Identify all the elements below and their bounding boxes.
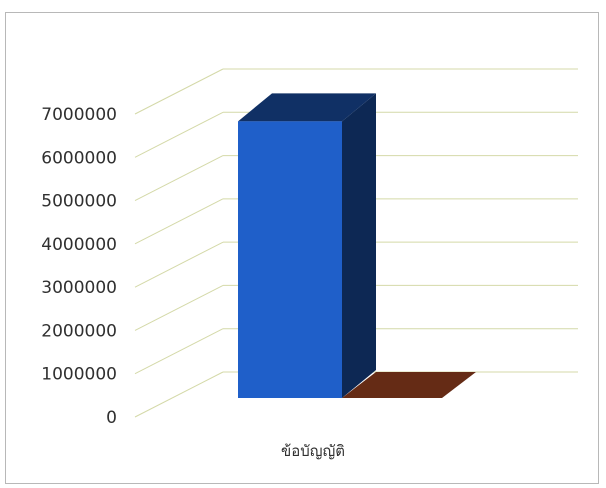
y-tick-label: 5000000: [41, 192, 117, 212]
y-tick-label: 2000000: [41, 321, 117, 341]
y-tick-label: 0: [106, 408, 117, 428]
gridline-diagonal: [134, 111, 224, 158]
gridline-diagonal: [134, 155, 224, 202]
gridline-diagonal: [134, 371, 224, 418]
bar-side-face: [342, 93, 376, 398]
gridline-diagonal: [134, 241, 224, 288]
gridline-diagonal: [134, 68, 224, 115]
bar-0: [238, 93, 376, 398]
gridline-diagonal: [134, 198, 224, 245]
y-tick-label: 3000000: [41, 278, 117, 298]
category-label: ข้อบัญญัติ: [281, 442, 345, 460]
y-tick-label: 4000000: [41, 235, 117, 255]
bar-front-face: [238, 121, 342, 398]
bars: [238, 93, 476, 398]
gridline-diagonal: [134, 328, 224, 375]
gridline-diagonal: [134, 284, 224, 331]
bar-top-face: [238, 93, 376, 122]
y-tick-label: 6000000: [41, 148, 117, 168]
bar-top-face: [342, 372, 476, 398]
y-tick-label: 1000000: [41, 365, 117, 385]
y-axis-tick-labels: 0 1000000 2000000 3000000 4000000 5000000 6000…: [41, 105, 117, 428]
y-tick-label: 7000000: [41, 105, 117, 125]
bar-1: [342, 372, 476, 398]
